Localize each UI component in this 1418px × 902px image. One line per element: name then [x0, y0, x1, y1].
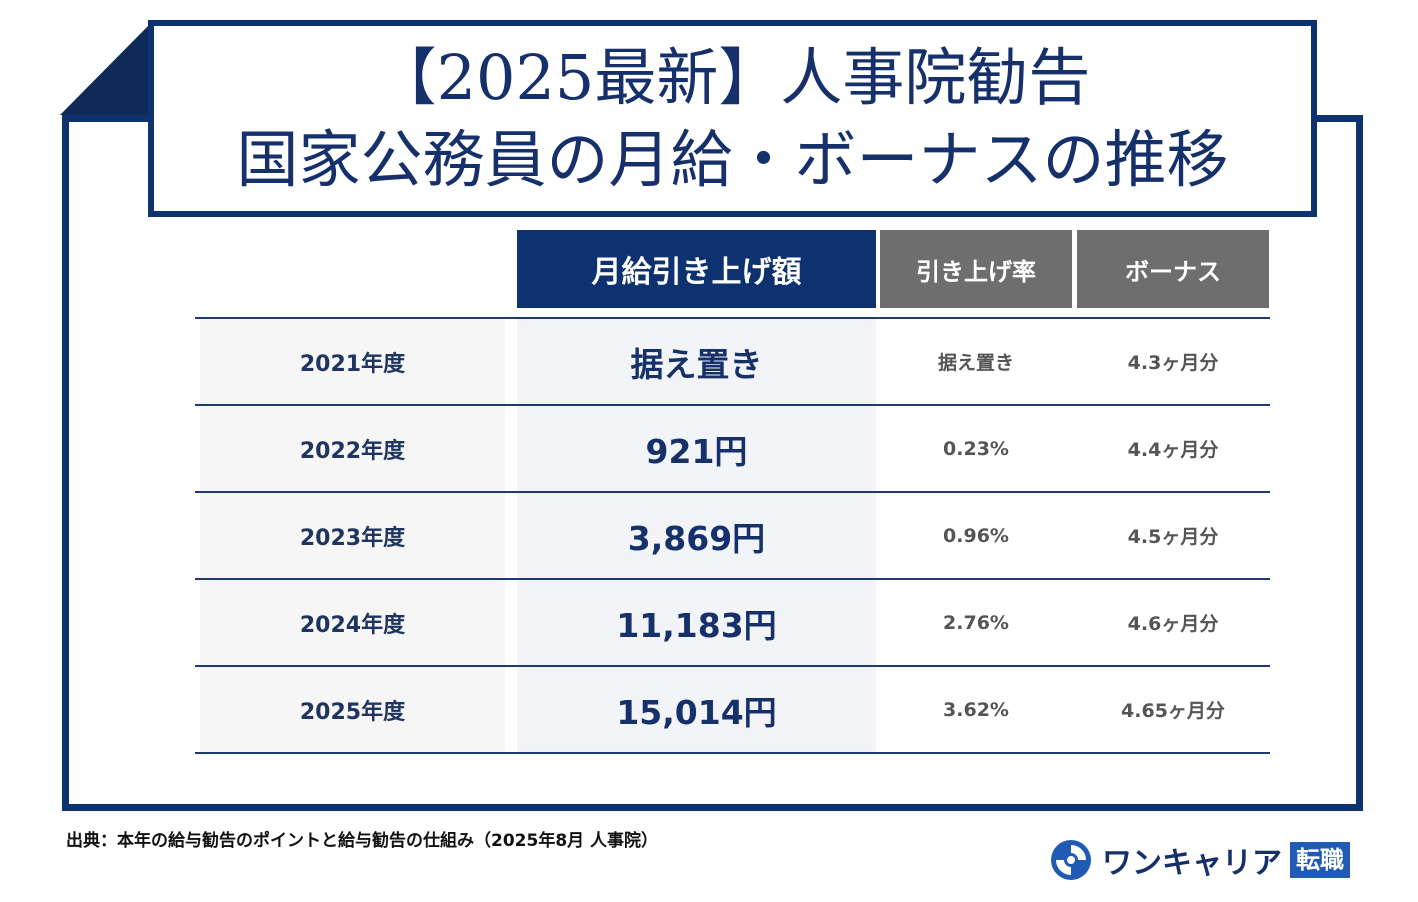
amount-cell: 3,869円 — [627, 518, 766, 558]
header-bonus: ボーナス — [1077, 230, 1269, 308]
year-cell: 2021年度 — [299, 351, 406, 377]
brand-logo: ワンキャリア 転職 — [1050, 838, 1350, 882]
title-box: 【2025最新】人事院勧告 国家公務員の月給・ボーナスの推移 — [148, 20, 1317, 217]
bonus-cell: 4.4ヶ月分 — [1127, 439, 1219, 461]
table-row: 2023年度 3,869円 0.96% 4.5ヶ月分 — [195, 493, 1270, 580]
rate-cell: 0.23% — [943, 437, 1009, 460]
rate-cell: 据え置き — [937, 352, 1014, 374]
logo-badge: 転職 — [1290, 842, 1350, 878]
source-citation: 出典：本年の給与勧告のポイントと給与勧告の仕組み（2025年8月 人事院） — [66, 831, 659, 851]
header-monthly-raise: 月給引き上げ額 — [517, 230, 876, 308]
table-row: 2024年度 11,183円 2.76% 4.6ヶ月分 — [195, 580, 1270, 667]
table-row: 2021年度 据え置き 据え置き 4.3ヶ月分 — [195, 319, 1270, 406]
year-cell: 2025年度 — [299, 699, 406, 725]
bonus-cell: 4.6ヶ月分 — [1127, 613, 1219, 635]
salary-table: 2021年度 据え置き 据え置き 4.3ヶ月分 2022年度 921円 0.23… — [195, 317, 1270, 754]
rate-cell: 2.76% — [943, 611, 1009, 634]
year-cell: 2023年度 — [299, 525, 406, 551]
year-cell: 2022年度 — [299, 438, 406, 464]
amount-cell: 据え置き — [630, 344, 763, 384]
onecareer-swirl-icon — [1051, 840, 1091, 880]
bonus-cell: 4.65ヶ月分 — [1121, 700, 1225, 722]
header-raise-rate: 引き上げ率 — [880, 230, 1072, 308]
page-title-line2: 国家公務員の月給・ボーナスの推移 — [236, 122, 1229, 196]
logo-text: ワンキャリア — [1102, 846, 1282, 881]
bonus-cell: 4.3ヶ月分 — [1127, 352, 1219, 374]
rate-cell: 0.96% — [943, 524, 1009, 547]
page-title-line1: 【2025最新】人事院勧告 — [374, 40, 1091, 114]
table-row: 2025年度 15,014円 3.62% 4.65ヶ月分 — [195, 667, 1270, 754]
folded-corner-decoration — [60, 22, 152, 115]
amount-cell: 921円 — [645, 431, 748, 471]
bonus-cell: 4.5ヶ月分 — [1127, 526, 1219, 548]
rate-cell: 3.62% — [943, 698, 1009, 721]
amount-cell: 11,183円 — [616, 605, 777, 645]
year-cell: 2024年度 — [299, 612, 406, 638]
amount-cell: 15,014円 — [616, 692, 777, 732]
table-row: 2022年度 921円 0.23% 4.4ヶ月分 — [195, 406, 1270, 493]
